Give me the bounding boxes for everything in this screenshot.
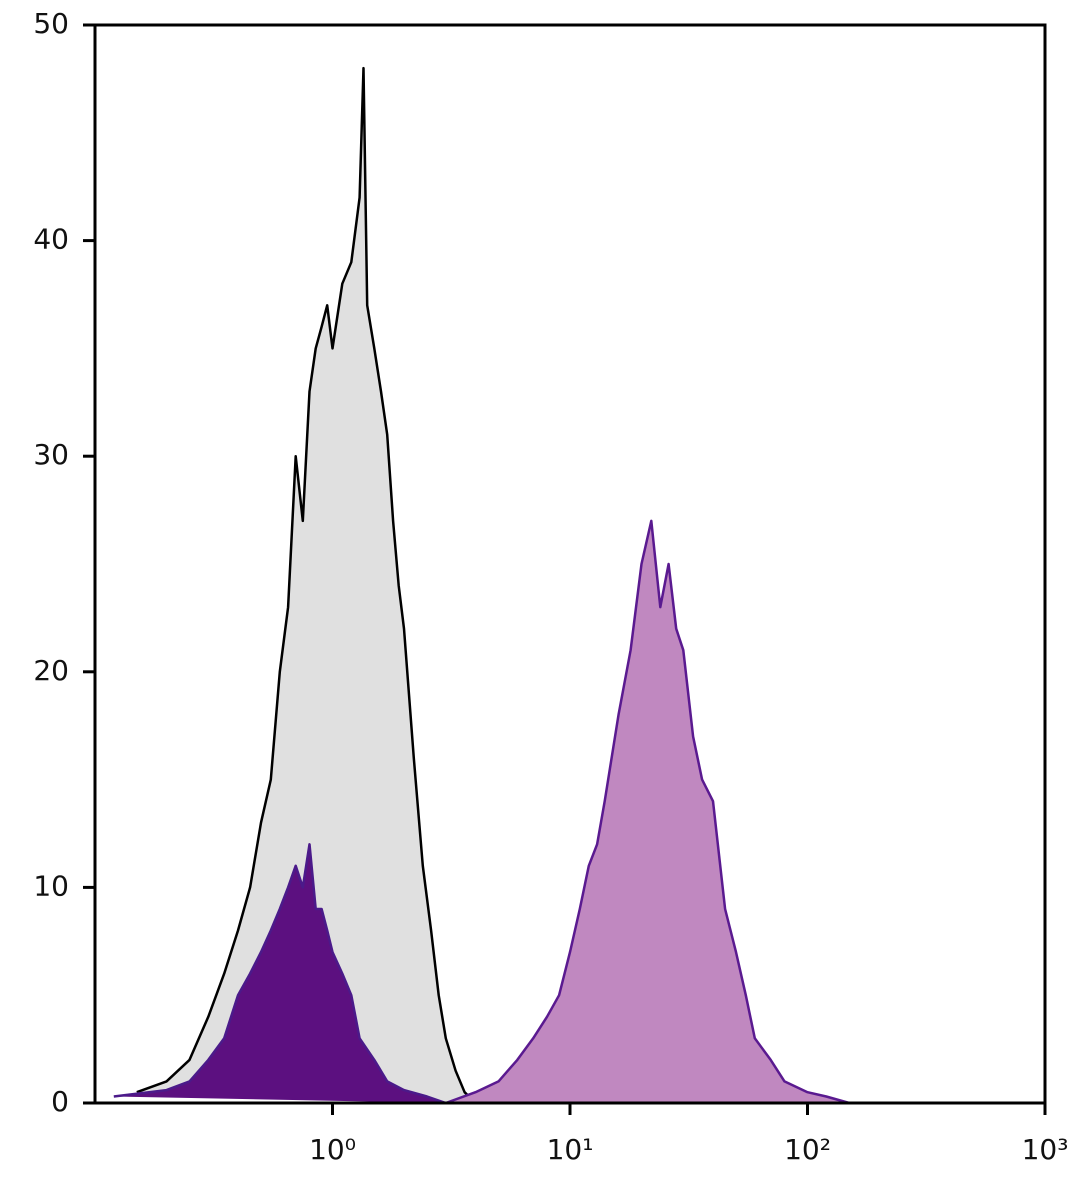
y-tick-label: 10	[33, 869, 69, 902]
x-tick-label: 10³	[1022, 1133, 1069, 1166]
x-tick-label: 10²	[784, 1133, 831, 1166]
histogram-area	[113, 843, 447, 1105]
histogram-area	[136, 66, 477, 1104]
histogram-area	[445, 519, 879, 1105]
y-tick-label: 30	[33, 438, 69, 471]
y-tick-label: 40	[33, 223, 69, 256]
x-tick-label: 10¹	[547, 1133, 594, 1166]
y-tick-label: 20	[33, 654, 69, 687]
y-tick-label: 50	[33, 7, 69, 40]
y-tick-label: 0	[51, 1085, 69, 1118]
x-tick-label: 10⁰	[309, 1133, 356, 1166]
